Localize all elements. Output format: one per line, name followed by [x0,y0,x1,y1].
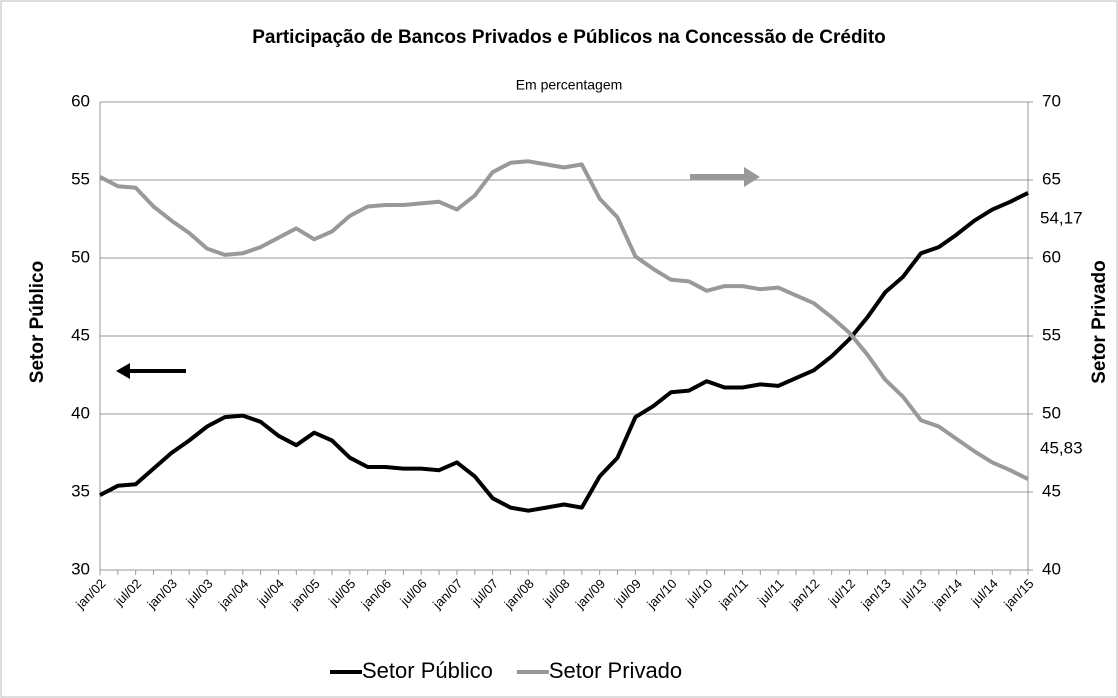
y2-tick-label: 55 [1042,325,1061,344]
legend-label: Setor Privado [549,658,682,683]
value-label: 45,83 [1040,439,1083,458]
y2-tick-label: 60 [1042,247,1061,266]
y-tick-label: 55 [71,169,90,188]
series-line [99,159,1029,481]
y2-tick-label: 70 [1042,91,1061,110]
chart-subtitle: Em percentagem [516,77,623,93]
chart-title: Participação de Bancos Privados e Públic… [252,27,886,48]
left-arrow [116,363,186,379]
y-tick-label: 45 [71,325,90,344]
y-tick-label: 50 [71,247,90,266]
y-axis-title: Setor Público [27,261,48,383]
legend-label: Setor Público [362,658,493,683]
y2-tick-label: 50 [1042,403,1061,422]
right-arrow [690,167,760,187]
y-tick-label: 35 [71,481,90,500]
y2-tick-label: 45 [1042,481,1061,500]
y2-tick-label: 40 [1042,559,1061,578]
value-label: 54,17 [1040,208,1083,227]
y-tick-label: 60 [71,91,90,110]
y2-tick-label: 65 [1042,169,1061,188]
series-line [99,191,1029,513]
y2-axis-title: Setor Privado [1089,260,1110,384]
y-tick-label: 40 [71,403,90,422]
y-tick-label: 30 [71,559,90,578]
